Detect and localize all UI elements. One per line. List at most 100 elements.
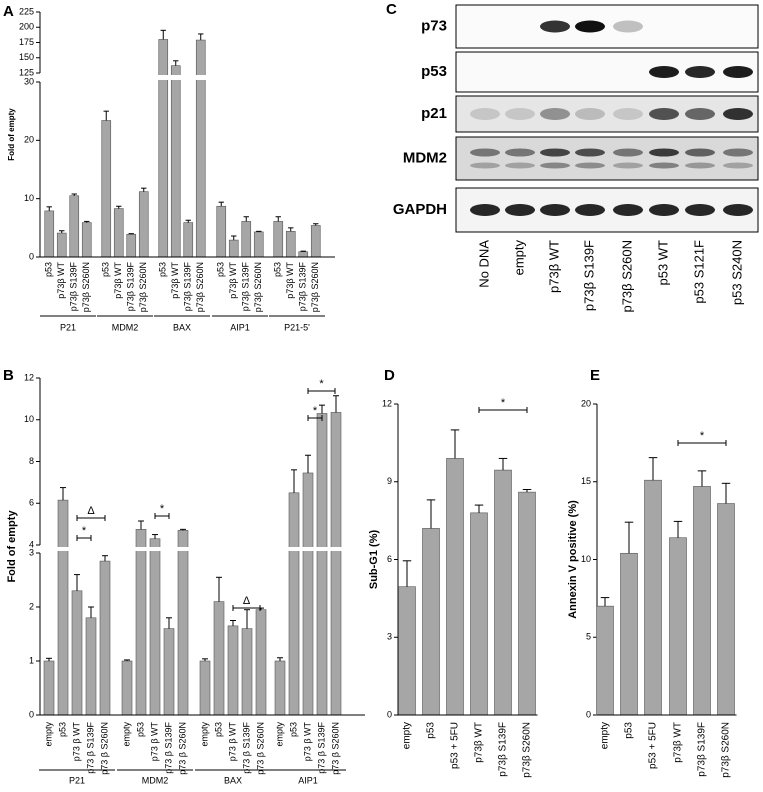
significance-mark: *	[160, 503, 165, 515]
x-tick-label: p73β S139F	[697, 722, 708, 777]
y-tick-label: 15	[581, 476, 591, 486]
y-axis-label: Sub-G1 (%)	[368, 530, 380, 590]
blot-band	[649, 108, 679, 120]
significance-mark: Δ	[87, 505, 95, 517]
blot-lane-label: p53 S240N	[729, 240, 744, 305]
blot-lane-label: p73β S139F	[581, 240, 596, 311]
x-tick-label: empty	[402, 722, 413, 749]
x-tick-label: p73 β S139F	[241, 722, 251, 774]
bar	[330, 412, 342, 716]
y-tick-label: 5	[586, 632, 591, 642]
group-label: MDM2	[142, 775, 169, 785]
bar	[113, 208, 124, 258]
blot-band	[575, 108, 605, 120]
bar	[138, 191, 149, 258]
x-tick-label: p73β S260N	[253, 262, 263, 312]
bar	[644, 479, 662, 716]
blot-band	[575, 162, 605, 169]
blot-band	[723, 108, 753, 120]
x-tick-label: p73 β WT	[227, 721, 237, 761]
x-tick-label: p73β S260N	[138, 262, 148, 312]
x-tick-label: p73β WT	[170, 261, 180, 298]
y-tick-label: 10	[581, 554, 591, 564]
blot-band	[723, 148, 753, 157]
blot-band	[649, 148, 679, 157]
bar	[228, 239, 239, 258]
y-tick-label: 12	[24, 372, 34, 382]
panel-letter: A	[3, 3, 14, 20]
group-label: P21-5'	[284, 322, 310, 332]
x-tick-label: p73β S260N	[310, 262, 320, 312]
blot-lane-label: p73β S260N	[619, 240, 634, 313]
y-tick-label: 225	[19, 6, 34, 16]
bar	[81, 222, 92, 258]
x-tick-label: p53	[426, 722, 437, 739]
bar	[494, 469, 512, 716]
blot-band	[613, 108, 643, 120]
blot-lane-label: No DNA	[476, 240, 491, 288]
x-tick-label: p53	[624, 722, 635, 739]
x-tick-label: p73β S139F	[126, 262, 136, 312]
x-tick-label: p73β WT	[474, 722, 485, 763]
blot-band	[540, 204, 570, 216]
bar	[310, 225, 321, 258]
x-tick-label: p73β WT	[285, 261, 295, 298]
blot-band	[505, 108, 535, 120]
bar	[216, 205, 227, 258]
significance-mark: *	[700, 430, 705, 442]
x-tick-label: p73 β S139F	[163, 722, 173, 774]
bar	[199, 660, 211, 716]
y-tick-label: 8	[29, 456, 34, 466]
x-tick-label: p53	[135, 722, 145, 737]
bar	[57, 499, 69, 716]
x-tick-label: p53 + 5FU	[450, 722, 461, 769]
x-tick-label: p53	[44, 262, 54, 277]
x-tick-label: p73 β S139F	[316, 722, 326, 774]
y-tick-label: 125	[19, 67, 34, 77]
x-tick-label: p53	[273, 262, 283, 277]
x-tick-label: p73β S139F	[69, 262, 79, 312]
x-tick-label: p73β S260N	[721, 722, 732, 778]
x-tick-label: p73β S260N	[81, 262, 91, 312]
blot-lane-label: p53 S121F	[691, 240, 706, 304]
bar	[213, 601, 225, 716]
bar	[158, 39, 169, 258]
blot-band	[540, 148, 570, 157]
bar	[121, 660, 133, 716]
bar	[69, 195, 80, 258]
y-tick-label: 4	[29, 539, 34, 549]
bar	[227, 625, 239, 716]
blot-band	[505, 162, 535, 169]
blot-band	[470, 162, 500, 169]
x-tick-label: p73β WT	[56, 261, 66, 298]
blot-strip	[455, 4, 759, 49]
bar	[135, 529, 147, 716]
blot-band	[685, 162, 715, 169]
y-tick-label: 0	[586, 709, 591, 719]
y-tick-label: 10	[24, 193, 34, 203]
panel-letter: C	[386, 1, 397, 18]
x-tick-label: empty	[43, 722, 53, 747]
bar	[170, 65, 181, 258]
bar	[288, 492, 300, 716]
bar	[398, 586, 416, 716]
bar	[285, 231, 296, 258]
x-tick-label: p53	[216, 262, 226, 277]
x-tick-label: p73 β S260N	[99, 722, 109, 775]
group-label: AIP1	[230, 322, 250, 332]
y-axis-label: Fold of empty	[6, 510, 18, 583]
x-tick-label: p73 β WT	[71, 721, 81, 761]
significance-mark: Δ	[243, 595, 251, 607]
blot-band	[575, 148, 605, 157]
blot-lane-label: p53 WT	[655, 240, 670, 286]
x-tick-label: empty	[121, 722, 131, 747]
bar	[446, 458, 464, 716]
blot-band	[505, 204, 535, 216]
blot-strip	[455, 136, 759, 181]
blot-band	[540, 108, 570, 120]
y-tick-label: 175	[19, 37, 34, 47]
bar	[126, 233, 137, 258]
bar	[302, 472, 314, 716]
bar	[43, 660, 55, 716]
y-tick-label: 3	[29, 547, 34, 557]
